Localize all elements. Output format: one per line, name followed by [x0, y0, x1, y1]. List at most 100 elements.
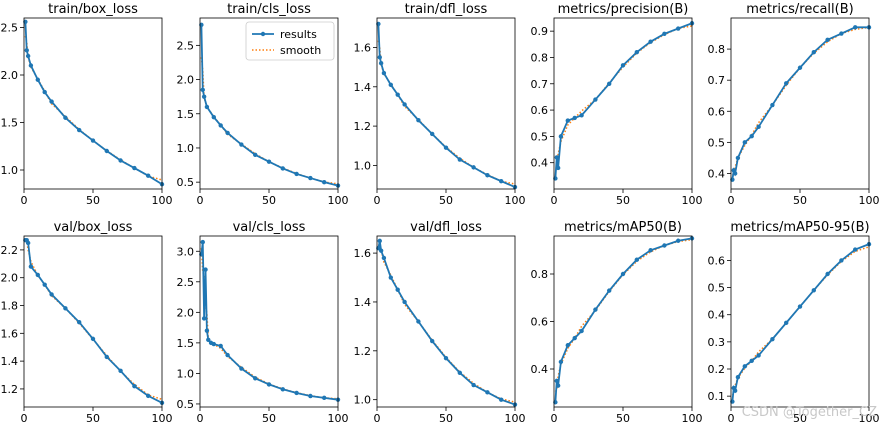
x-tick-label: 100: [682, 412, 703, 425]
data-point: [49, 99, 54, 104]
x-tick-label: 50: [616, 412, 630, 425]
data-point: [253, 152, 258, 157]
data-point: [485, 173, 490, 178]
x-tick-label: 0: [197, 412, 204, 425]
data-point: [797, 65, 803, 70]
x-tick-label: 50: [616, 194, 630, 207]
data-point: [756, 353, 761, 358]
data-point: [25, 53, 31, 59]
y-tick-label: 1.2: [1, 383, 19, 396]
data-point: [35, 272, 40, 278]
y-tick-label: 0.1: [708, 390, 726, 403]
data-point: [132, 165, 137, 171]
smooth-line: [731, 246, 870, 396]
data-point: [784, 320, 789, 326]
y-tick-label: 2.0: [177, 306, 195, 319]
data-point: [770, 102, 775, 108]
data-point: [756, 124, 761, 130]
x-tick-label: 100: [505, 194, 526, 207]
data-point: [676, 238, 681, 243]
y-tick-label: 0.4: [708, 309, 726, 322]
data-point: [218, 123, 223, 128]
legend-box: [245, 21, 335, 61]
data-point: [732, 388, 738, 393]
data-point: [742, 140, 747, 145]
data-point: [378, 61, 384, 66]
data-point: [146, 173, 151, 178]
y-tick-label: 0.3: [708, 336, 726, 349]
data-point: [648, 39, 653, 44]
data-point: [555, 165, 561, 171]
data-point: [308, 175, 313, 181]
smooth-line: [24, 239, 163, 401]
x-tick-label: 0: [21, 412, 28, 425]
data-point: [203, 267, 208, 272]
x-tick-label: 0: [551, 194, 558, 207]
subplot-1: train/box_loss 0 50 100 1.0 1.5 2.0 2.5: [1, 2, 173, 207]
data-point: [225, 130, 230, 136]
x-tick-label: 50: [439, 412, 453, 425]
y-tick-label: 0.4: [708, 167, 726, 180]
data-point: [377, 55, 382, 60]
y-tick-label: 1.6: [354, 247, 372, 260]
data-point: [558, 359, 564, 365]
y-tick-label: 1.4: [354, 296, 372, 309]
y-tick-label: 2.2: [1, 244, 19, 257]
data-point: [662, 243, 667, 248]
data-point: [457, 370, 462, 375]
x-tick-label: 0: [728, 412, 735, 425]
data-point: [443, 355, 449, 361]
data-point: [204, 328, 210, 333]
y-tick-label: 0.5: [708, 136, 726, 149]
data-point: [853, 247, 858, 252]
data-point: [377, 238, 382, 244]
axes-frame: [553, 17, 693, 190]
y-tick-label: 1.5: [1, 117, 19, 130]
subplot-3: train/dfl_loss 0 50 100 1.0 1.2 1.4 1.6: [354, 2, 526, 207]
data-point: [634, 50, 639, 55]
data-point: [735, 155, 741, 161]
axes-frame: [376, 235, 516, 408]
y-tick-label: 0.8: [531, 51, 549, 64]
subplot-title: val/cls_loss: [233, 220, 306, 235]
data-point: [554, 155, 559, 160]
data-point: [90, 336, 96, 342]
data-point: [42, 89, 47, 95]
data-point: [825, 271, 830, 277]
data-point: [784, 81, 789, 86]
data-point: [735, 374, 741, 380]
watermark-text: CSDN @Together_CZ: [741, 405, 877, 420]
subplot-9: metrics/mAP50(B) 0 50 100 0.4 0.6 0.8: [531, 220, 703, 425]
data-point: [443, 145, 449, 150]
y-tick-label: 1.4: [354, 81, 372, 94]
data-point: [322, 395, 327, 401]
x-tick-label: 100: [505, 412, 526, 425]
results-line: [731, 243, 870, 402]
legend-results-label: results: [280, 28, 317, 41]
data-point: [430, 338, 435, 344]
subplot-7: val/cls_loss 0 50 100 0.5 1.0 1.5 2.0 2.5 3.0: [177, 220, 349, 425]
results-line: [554, 237, 693, 403]
data-point: [749, 133, 754, 139]
data-point: [457, 157, 462, 162]
smooth-line: [554, 238, 693, 392]
data-point: [239, 142, 244, 147]
data-point: [579, 113, 584, 118]
x-tick-label: 0: [21, 194, 28, 207]
subplot-title: metrics/mAP50(B): [564, 220, 682, 235]
data-point: [104, 354, 110, 360]
legend-smooth-label: smooth: [280, 44, 321, 57]
subplot-title: val/dfl_loss: [410, 220, 482, 235]
x-tick-label: 50: [86, 412, 100, 425]
x-tick-label: 100: [859, 412, 880, 425]
subplot-10: metrics/mAP50-95(B) 0 50 100 0.1 0.2 0.3 0.4 0.5…: [708, 220, 880, 425]
smooth-line: [555, 25, 693, 169]
data-point: [25, 240, 31, 246]
y-tick-label: 1.2: [354, 120, 372, 133]
data-point: [132, 383, 137, 389]
data-point: [430, 131, 435, 137]
y-tick-label: 0.5: [177, 176, 195, 189]
results-line: [554, 22, 693, 179]
x-tick-label: 100: [328, 194, 349, 207]
